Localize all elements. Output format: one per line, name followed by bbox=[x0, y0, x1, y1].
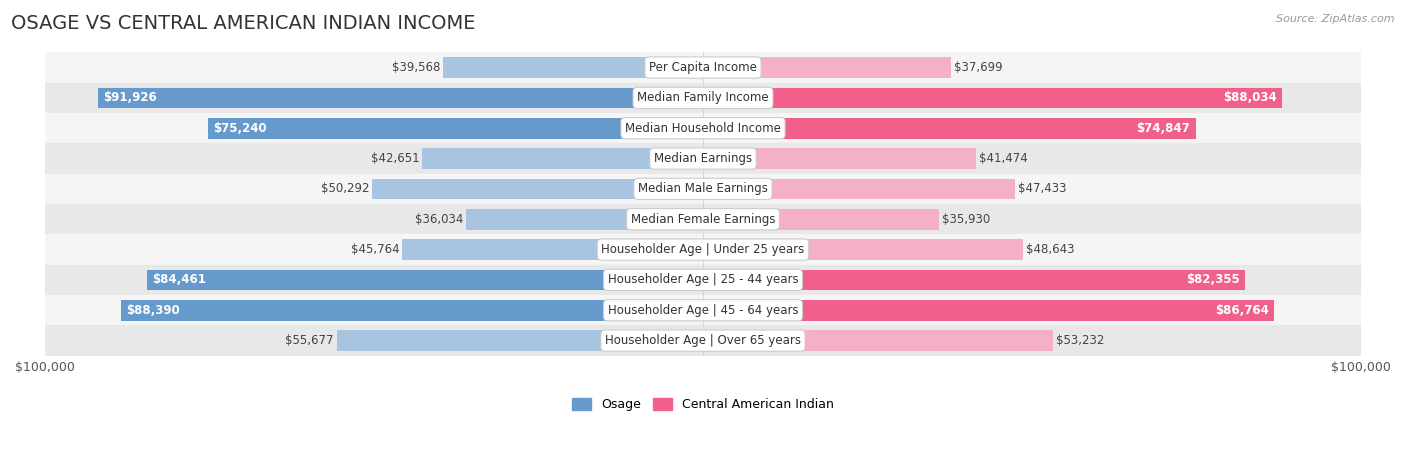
Bar bbox=[703, 300, 1274, 320]
Bar bbox=[703, 239, 1024, 260]
Bar bbox=[98, 87, 703, 108]
Text: $53,232: $53,232 bbox=[1056, 334, 1104, 347]
Text: Per Capita Income: Per Capita Income bbox=[650, 61, 756, 74]
Text: Median Male Earnings: Median Male Earnings bbox=[638, 183, 768, 195]
Text: Householder Age | 25 - 44 years: Householder Age | 25 - 44 years bbox=[607, 274, 799, 286]
Text: $42,651: $42,651 bbox=[371, 152, 420, 165]
Bar bbox=[45, 113, 1361, 143]
Bar bbox=[465, 209, 703, 230]
Bar bbox=[422, 148, 703, 169]
Bar bbox=[703, 148, 976, 169]
Bar bbox=[45, 52, 1361, 83]
Bar bbox=[703, 118, 1195, 139]
Bar bbox=[45, 234, 1361, 265]
Text: OSAGE VS CENTRAL AMERICAN INDIAN INCOME: OSAGE VS CENTRAL AMERICAN INDIAN INCOME bbox=[11, 14, 475, 33]
Bar bbox=[703, 330, 1053, 351]
Text: Median Family Income: Median Family Income bbox=[637, 92, 769, 105]
Text: $88,390: $88,390 bbox=[127, 304, 180, 317]
Text: Householder Age | Over 65 years: Householder Age | Over 65 years bbox=[605, 334, 801, 347]
Bar bbox=[443, 57, 703, 78]
Bar bbox=[703, 57, 950, 78]
Text: $41,474: $41,474 bbox=[979, 152, 1028, 165]
Text: $91,926: $91,926 bbox=[103, 92, 157, 105]
Text: $84,461: $84,461 bbox=[152, 274, 207, 286]
Bar bbox=[703, 87, 1282, 108]
Bar bbox=[45, 265, 1361, 295]
Legend: Osage, Central American Indian: Osage, Central American Indian bbox=[567, 393, 839, 416]
Bar bbox=[703, 269, 1244, 290]
Text: $37,699: $37,699 bbox=[953, 61, 1002, 74]
Text: $47,433: $47,433 bbox=[1018, 183, 1066, 195]
Bar bbox=[45, 325, 1361, 356]
Text: $82,355: $82,355 bbox=[1185, 274, 1240, 286]
Bar bbox=[208, 118, 703, 139]
Text: Source: ZipAtlas.com: Source: ZipAtlas.com bbox=[1277, 14, 1395, 24]
Bar bbox=[703, 209, 939, 230]
Bar bbox=[45, 143, 1361, 174]
Text: $45,764: $45,764 bbox=[350, 243, 399, 256]
Text: $88,034: $88,034 bbox=[1223, 92, 1277, 105]
Text: $35,930: $35,930 bbox=[942, 213, 990, 226]
Bar bbox=[148, 269, 703, 290]
Bar bbox=[45, 174, 1361, 204]
Bar bbox=[703, 178, 1015, 199]
Text: $75,240: $75,240 bbox=[214, 122, 267, 134]
Text: $55,677: $55,677 bbox=[285, 334, 335, 347]
Text: Householder Age | Under 25 years: Householder Age | Under 25 years bbox=[602, 243, 804, 256]
Bar bbox=[121, 300, 703, 320]
Text: $86,764: $86,764 bbox=[1215, 304, 1268, 317]
Bar bbox=[45, 83, 1361, 113]
Text: Householder Age | 45 - 64 years: Householder Age | 45 - 64 years bbox=[607, 304, 799, 317]
Text: $39,568: $39,568 bbox=[392, 61, 440, 74]
Bar bbox=[336, 330, 703, 351]
Text: $74,847: $74,847 bbox=[1136, 122, 1191, 134]
Text: $36,034: $36,034 bbox=[415, 213, 463, 226]
Bar bbox=[402, 239, 703, 260]
Text: Median Earnings: Median Earnings bbox=[654, 152, 752, 165]
Text: $48,643: $48,643 bbox=[1026, 243, 1074, 256]
Bar bbox=[373, 178, 703, 199]
Text: Median Female Earnings: Median Female Earnings bbox=[631, 213, 775, 226]
Text: $50,292: $50,292 bbox=[321, 183, 370, 195]
Bar bbox=[45, 295, 1361, 325]
Text: Median Household Income: Median Household Income bbox=[626, 122, 780, 134]
Bar bbox=[45, 204, 1361, 234]
